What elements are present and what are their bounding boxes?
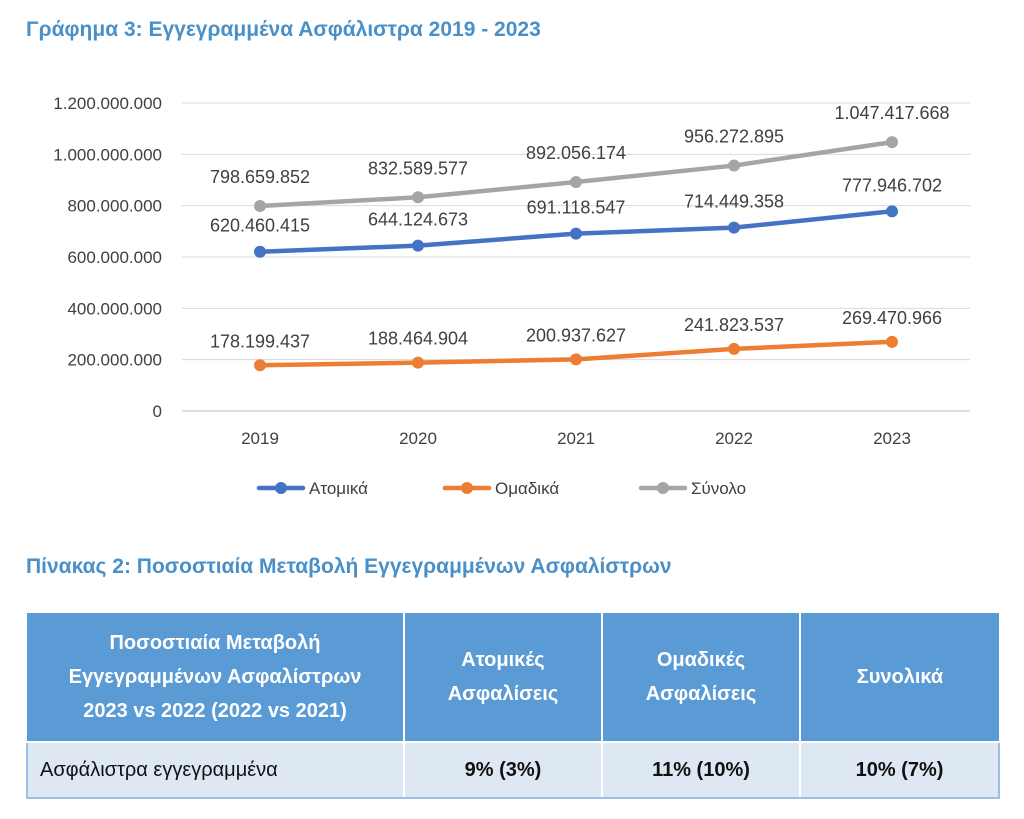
premiums-line-chart: 0 200.000.000 400.000.000 600.000.000 800.00… [53,94,970,498]
data-point [886,136,898,149]
data-point [728,159,740,172]
y-tick-label: 0 [153,402,162,421]
data-label: 1.047.417.668 [834,103,949,123]
data-label: 714.449.358 [684,192,784,212]
data-point [886,205,898,218]
data-point [412,191,424,204]
header-line: Ποσοστιαία Μεταβολή [109,632,321,654]
header-line: Ομαδικές [656,649,746,671]
header-line: Ασφαλίσεις [447,683,559,705]
legend-swatch-marker [657,482,669,494]
x-tick-label: 2020 [399,429,437,448]
data-point [254,200,266,213]
y-tick-label: 1.200.000.000 [53,94,162,113]
data-point [570,353,582,366]
data-label: 832.589.577 [368,158,468,178]
data-point [886,335,898,348]
header-cell-total: Συνολικά [799,611,999,743]
table-header-row: Ποσοστιαία Μεταβολή Εγγεγραμμένων Ασφαλί… [27,611,999,743]
data-label: 269.470.966 [842,308,942,328]
y-tick-label: 800.000.000 [67,197,162,216]
table-row: Ασφάλιστρα εγγεγραμμένα 9% (3%) 11% (10%… [26,741,1000,799]
y-tick-label: 1.000.000.000 [53,145,162,164]
header-cell-description: Ποσοστιαία Μεταβολή Εγγεγραμμένων Ασφαλί… [27,611,405,743]
y-tick-label: 400.000.000 [67,299,162,318]
data-label: 188.464.904 [368,329,468,349]
header-line: Ατομικές [461,649,545,671]
header-line: Συνολικά [856,666,944,688]
value-total: 10% (7%) [799,741,1000,799]
data-label: 620.460.415 [210,216,310,236]
data-point [728,221,740,234]
data-label: 644.124.673 [368,210,468,230]
legend-label: Σύνολο [691,479,746,498]
x-tick-label: 2019 [241,429,279,448]
legend-label: Ομαδικά [495,479,559,498]
data-label: 691.118.547 [527,198,626,218]
row-label: Ασφάλιστρα εγγεγραμμένα [26,741,405,799]
data-point [412,239,424,252]
y-tick-label: 200.000.000 [67,351,162,370]
data-point [728,342,740,355]
data-point [254,245,266,258]
legend-swatch-marker [461,482,473,494]
header-line: Ασφαλίσεις [645,683,757,705]
legend-swatch-marker [275,482,287,494]
data-point [254,359,266,372]
table-title: Πίνακας 2: Ποσοστιαία Μεταβολή Εγγεγραμμ… [26,555,672,578]
x-tick-label: 2023 [873,429,911,448]
value-group: 11% (10%) [601,741,801,799]
data-point [570,227,582,240]
data-label: 241.823.537 [684,315,784,335]
header-cell-individual: Ατομικές Ασφαλίσεις [403,611,603,743]
y-tick-label: 600.000.000 [67,248,162,267]
data-label: 798.659.852 [210,167,310,187]
data-label: 178.199.437 [210,331,310,351]
data-label: 200.937.627 [526,325,626,345]
header-line: Εγγεγραμμένων Ασφαλίστρων [68,666,362,688]
data-label: 956.272.895 [684,127,784,147]
data-label: 777.946.702 [842,175,942,195]
data-point [570,176,582,189]
x-tick-label: 2021 [557,429,595,448]
data-label: 892.056.174 [526,143,626,163]
data-point [412,356,424,369]
chart-title: Γράφημα 3: Εγγεγραμμένα Ασφάλιστρα 2019 … [26,18,541,41]
percentage-change-table: Ποσοστιαία Μεταβολή Εγγεγραμμένων Ασφαλί… [26,611,1000,799]
value-individual: 9% (3%) [403,741,603,799]
header-cell-group: Ομαδικές Ασφαλίσεις [601,611,801,743]
x-tick-label: 2022 [715,429,753,448]
legend-label: Ατομικά [309,479,368,498]
header-line: 2023 vs 2022 (2022 vs 2021) [83,700,347,722]
